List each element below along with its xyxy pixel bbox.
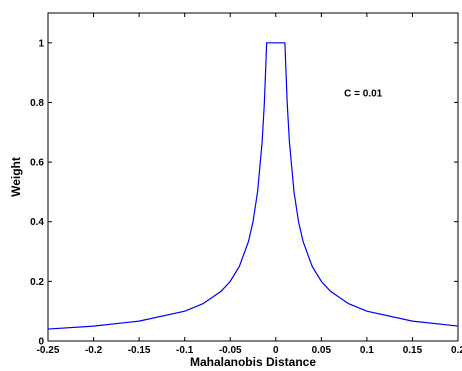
- y-tick-label: 0.8: [30, 98, 44, 109]
- x-tick-label: 0.1: [360, 345, 374, 356]
- y-tick-label: 0.2: [30, 277, 44, 288]
- x-tick-label: 0.05: [312, 345, 332, 356]
- series-group: [47, 42, 459, 330]
- x-tick-label: -0.25: [37, 345, 60, 356]
- axis-ticks: -0.25 -0.2 -0.15 -0.1 -0.05 0 0.05 0.1 0.15 0.2 0 0…: [30, 13, 462, 356]
- c-value-annotation: C = 0.01: [344, 88, 383, 99]
- x-tick-label: -0.15: [128, 345, 151, 356]
- y-tick-label: 0.6: [30, 158, 44, 169]
- x-tick-label: -0.2: [85, 345, 103, 356]
- x-tick-label: 0: [273, 345, 279, 356]
- y-tick-label: 0.4: [30, 217, 44, 228]
- y-tick-label: 1: [38, 38, 44, 49]
- x-tick-label: 0.2: [451, 345, 462, 356]
- x-tick-label: 0.15: [403, 345, 423, 356]
- x-tick-label: -0.1: [176, 345, 194, 356]
- series-line-0: [47, 42, 459, 330]
- plot-area-frame: [47, 12, 459, 342]
- x-tick-label: -0.05: [219, 345, 242, 356]
- y-tick-label: 0: [38, 337, 44, 348]
- y-axis-label: Weight: [9, 157, 23, 197]
- x-axis-label: Mahalanobis Distance: [190, 355, 316, 369]
